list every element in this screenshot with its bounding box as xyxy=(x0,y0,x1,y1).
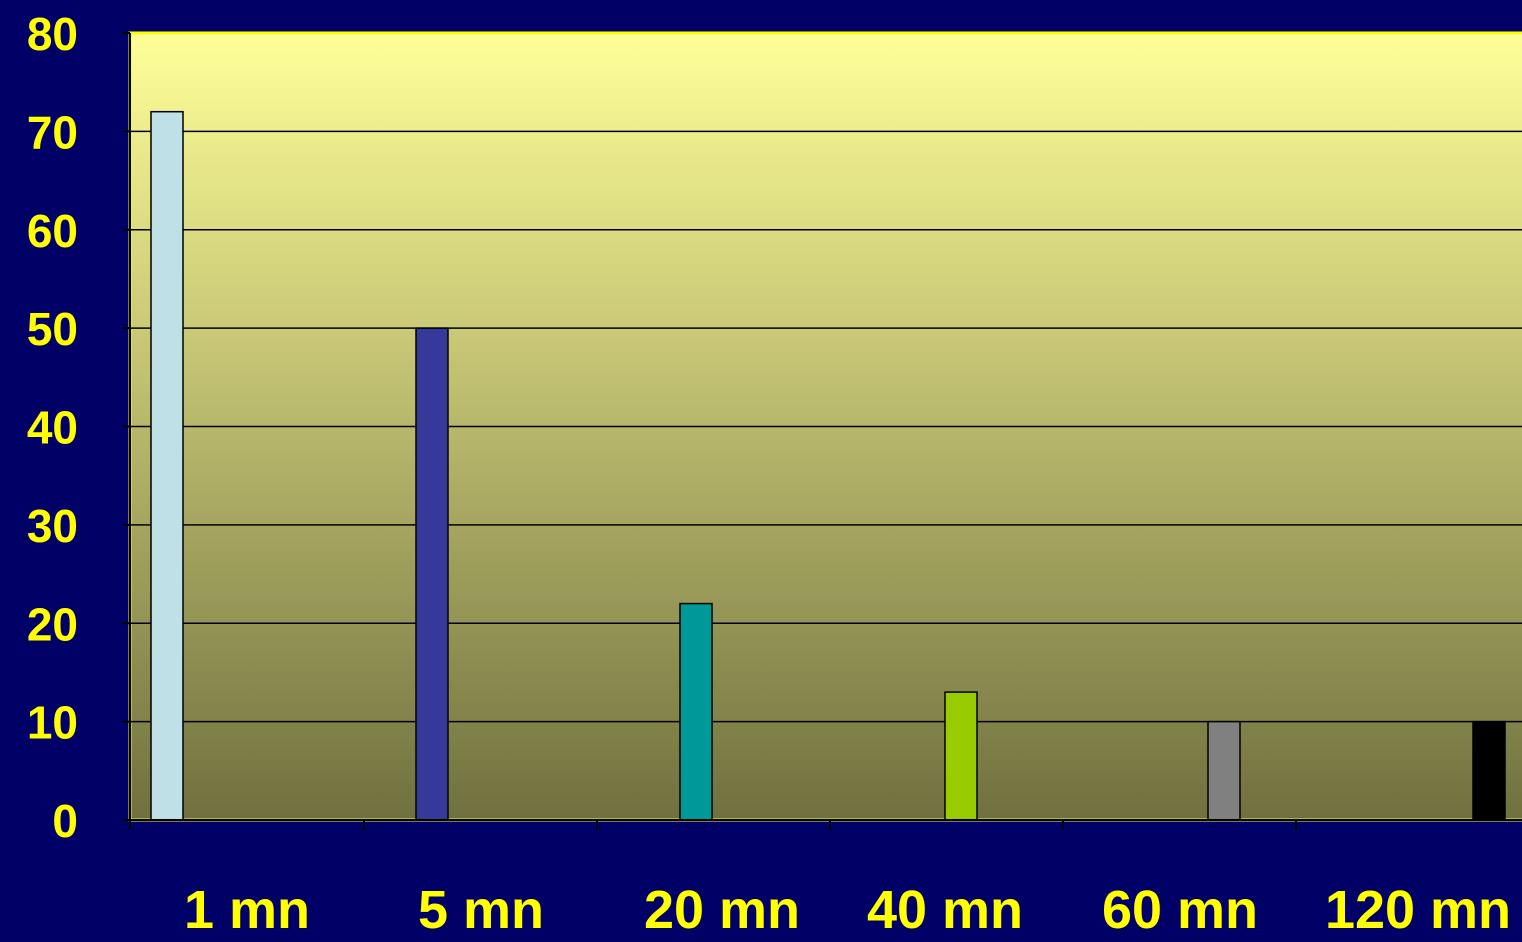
bars xyxy=(150,110,1506,821)
bar-60-mn xyxy=(1207,720,1241,821)
y-tick-label: 50 xyxy=(27,303,78,355)
x-tick-label: 1 mn xyxy=(184,880,310,937)
axes xyxy=(122,32,1522,830)
x-tick-label: 5 mn xyxy=(418,880,544,937)
x-tick-labels: 1 mn 5 mn 20 mn 40 mn 60 mn 120 mn xyxy=(184,880,1511,940)
y-tick-label: 80 xyxy=(27,8,78,60)
bar-5-mn xyxy=(415,327,449,821)
x-tick-label: 40 mn xyxy=(867,880,1023,937)
bar-40-mn xyxy=(944,691,978,821)
y-tick-label: 30 xyxy=(27,500,78,552)
y-tick-labels: 0 10 20 30 40 50 60 70 80 xyxy=(27,8,78,847)
y-tick-label: 40 xyxy=(27,402,78,454)
x-tick-label: 60 mn xyxy=(1102,880,1258,937)
bar-20-mn xyxy=(679,602,713,821)
y-tick-label: 20 xyxy=(27,598,78,650)
y-tick-label: 60 xyxy=(27,205,78,257)
y-tick-label: 10 xyxy=(27,697,78,749)
y-tick-label: 70 xyxy=(27,106,78,158)
x-tick-label: 20 mn xyxy=(644,880,800,937)
bar-1-mn xyxy=(150,110,184,821)
gridlines xyxy=(130,130,1522,723)
y-tick-label: 0 xyxy=(52,795,78,847)
bar-120-mn xyxy=(1472,720,1506,821)
x-tick-label: 120 mn xyxy=(1325,880,1511,937)
